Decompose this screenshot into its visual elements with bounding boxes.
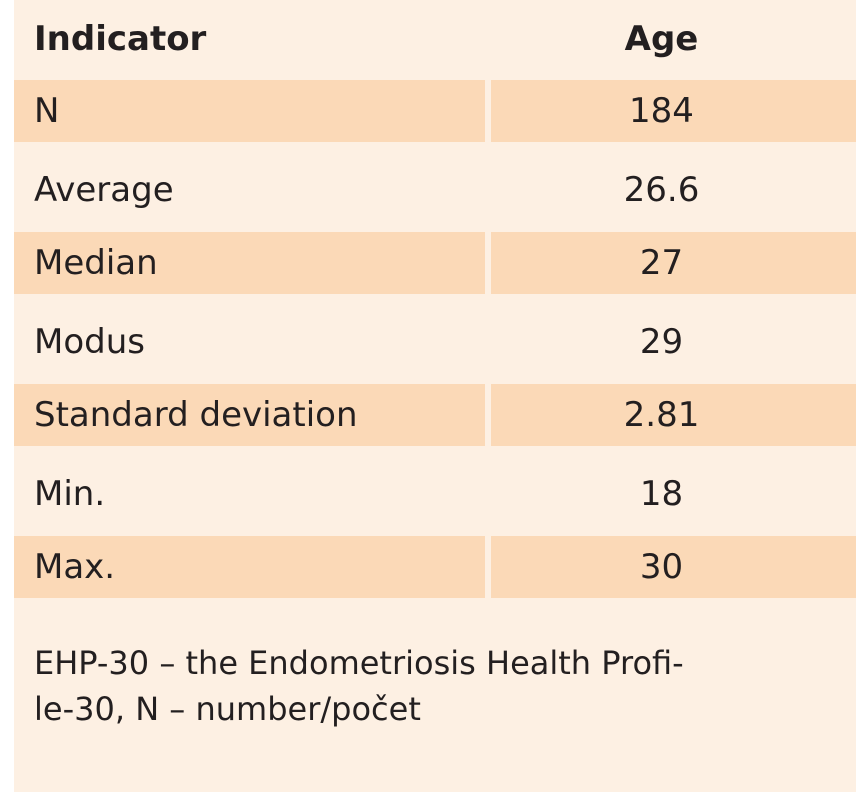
row-value: 29 <box>639 322 684 362</box>
row-label: Median <box>14 232 485 294</box>
column-header-indicator: Indicator <box>34 19 207 59</box>
statistics-table: Indicator Age N 184 Average 26.6 Median … <box>14 0 856 610</box>
row-label: Min. <box>34 474 106 514</box>
footnote-line: EHP-30 – the Endometriosis Health Profi- <box>34 644 684 682</box>
row-value: 27 <box>491 232 856 294</box>
row-value: 18 <box>639 474 684 514</box>
row-label: Modus <box>34 322 145 362</box>
row-label: N <box>14 80 485 142</box>
table-row: Median 27 <box>14 230 856 306</box>
table-row: Min. 18 <box>14 458 856 534</box>
row-value: 30 <box>491 536 856 598</box>
table-panel: Indicator Age N 184 Average 26.6 Median … <box>14 0 856 792</box>
row-label: Max. <box>14 536 485 598</box>
table-row: Standard deviation 2.81 <box>14 382 856 458</box>
table-row: Max. 30 <box>14 534 856 610</box>
column-header-age: Age <box>624 19 699 59</box>
row-label: Standard deviation <box>14 384 485 446</box>
row-value: 184 <box>491 80 856 142</box>
table-header-row: Indicator Age <box>14 0 856 78</box>
table-row: Average 26.6 <box>14 154 856 230</box>
table-row: N 184 <box>14 78 856 154</box>
row-value: 26.6 <box>623 170 700 210</box>
table-footnote: EHP-30 – the Endometriosis Health Profi-… <box>34 640 824 732</box>
row-value: 2.81 <box>491 384 856 446</box>
row-label: Average <box>34 170 174 210</box>
table-row: Modus 29 <box>14 306 856 382</box>
footnote-line: le-30, N – number/počet <box>34 690 421 728</box>
